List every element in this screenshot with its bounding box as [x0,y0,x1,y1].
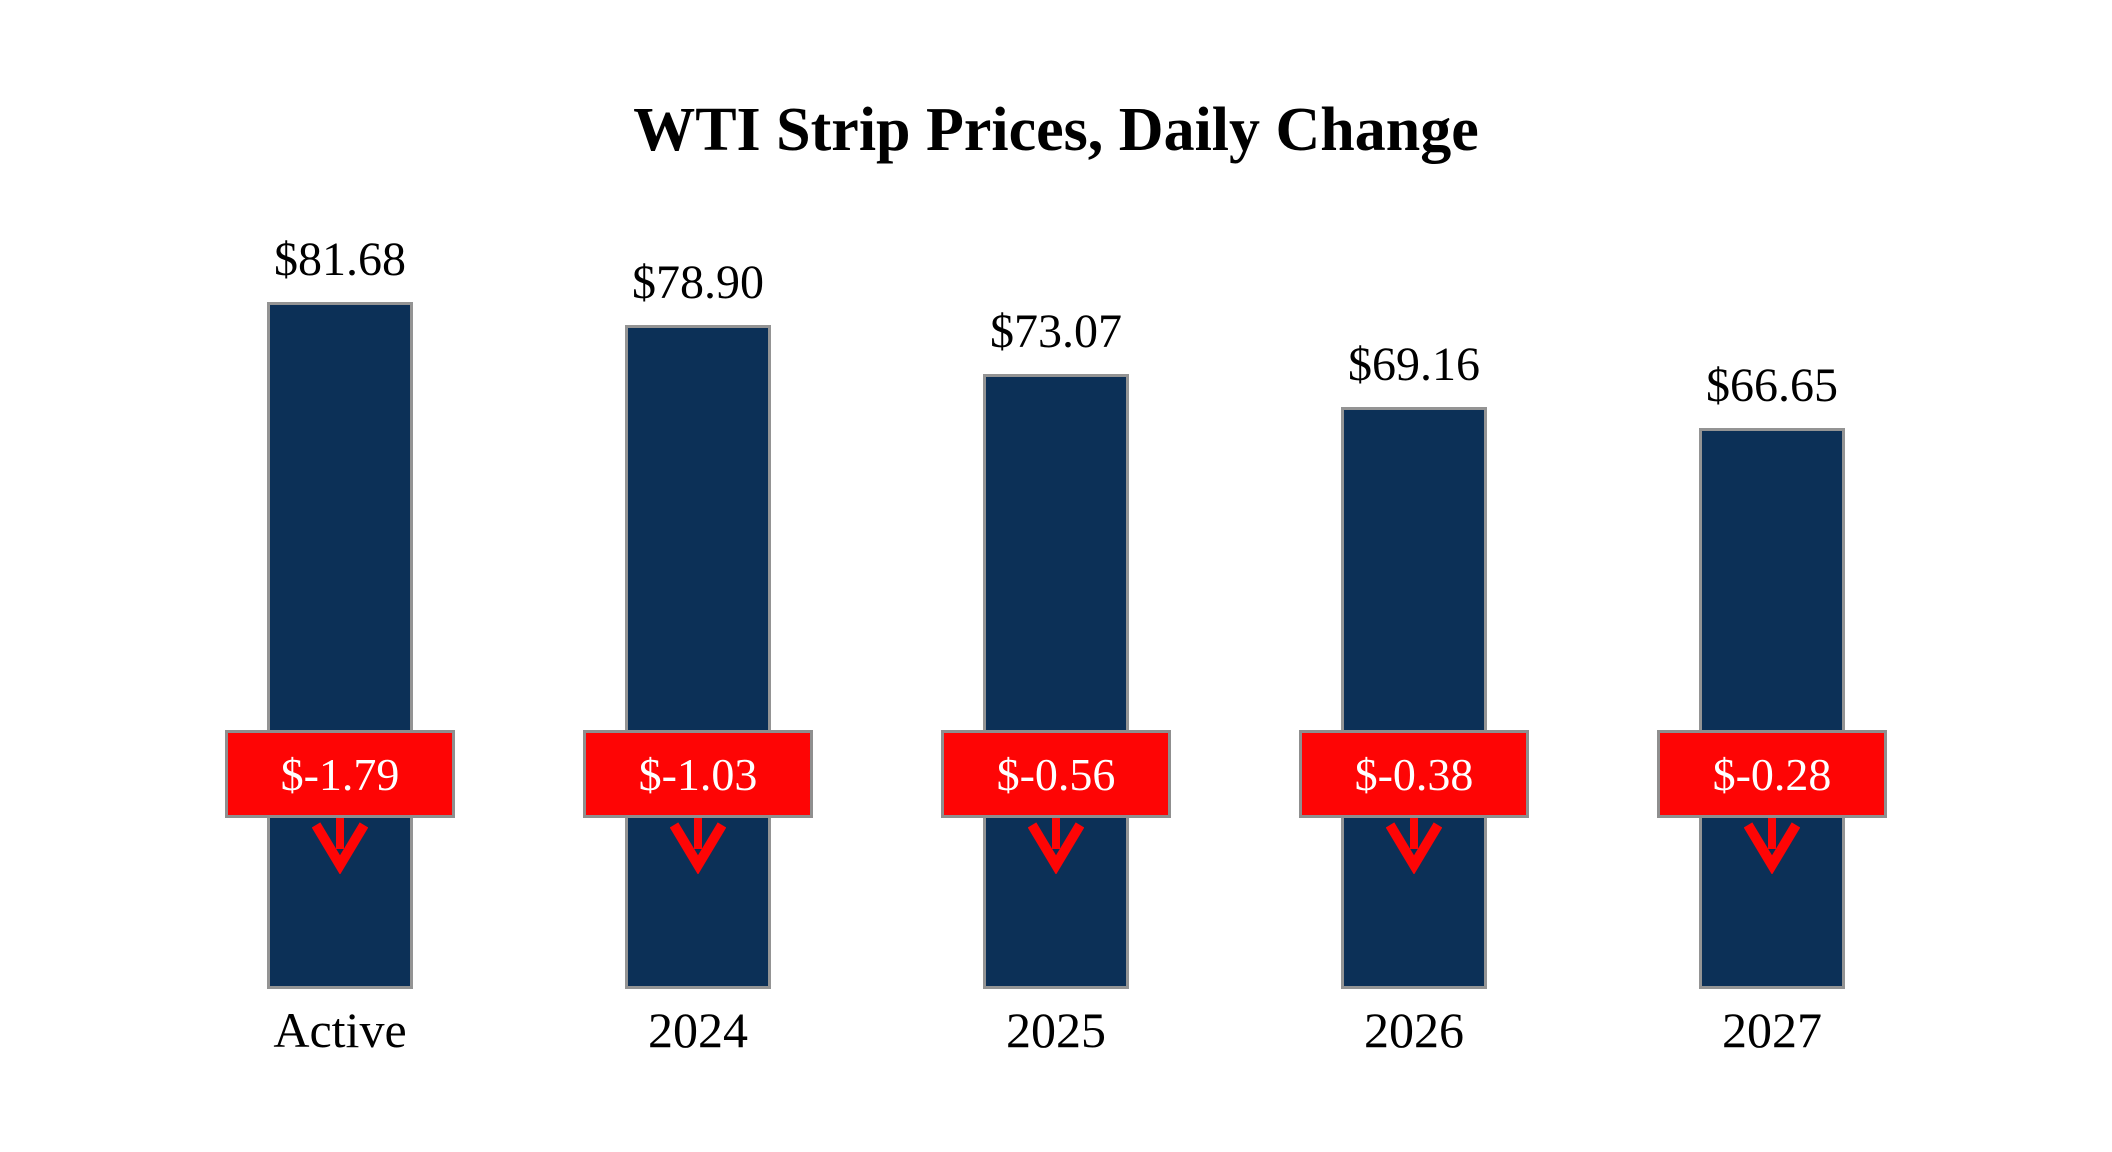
down-arrow-icon [1744,817,1800,874]
bar-value-label: $73.07 [990,305,1122,358]
down-arrow-icon [670,817,726,874]
down-arrow-icon [1028,817,1084,874]
bar [1699,428,1845,989]
bar-value-label: $69.16 [1348,338,1480,391]
bar [983,374,1129,989]
daily-change-badge: $-0.56 [941,730,1171,818]
bar-value-label: $66.65 [1706,359,1838,412]
down-arrow-icon [1386,817,1442,874]
bar [267,302,413,989]
daily-change-badge: $-1.03 [583,730,813,818]
bar [625,325,771,989]
daily-change-badge: $-1.79 [225,730,455,818]
category-label: 2026 [1364,1002,1464,1058]
daily-change-badge: $-0.38 [1299,730,1529,818]
bar-value-label: $78.90 [632,256,764,309]
daily-change-badge: $-0.28 [1657,730,1887,818]
bar-value-label: $81.68 [274,233,406,286]
down-arrow-icon [312,817,368,874]
chart-title: WTI Strip Prices, Daily Change [633,96,1479,164]
category-label: Active [273,1002,407,1058]
category-label: 2024 [648,1002,748,1058]
bar [1341,407,1487,989]
category-label: 2025 [1006,1002,1106,1058]
category-label: 2027 [1722,1002,1822,1058]
